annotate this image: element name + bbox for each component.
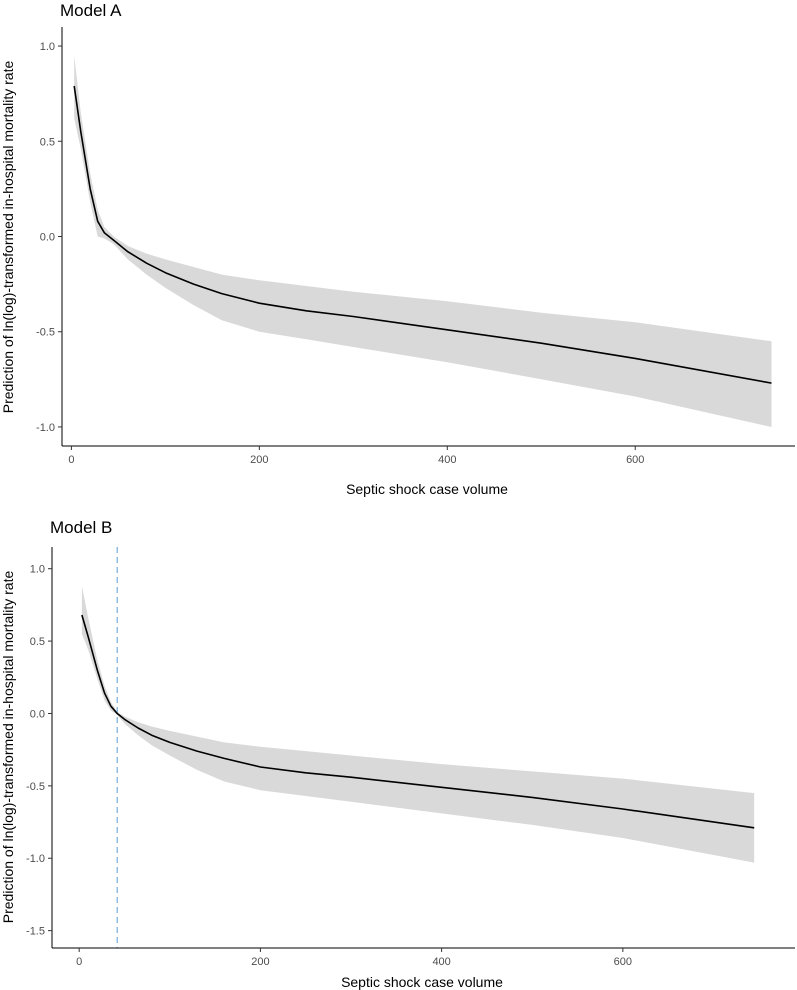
y-tick-label: 0.0 xyxy=(30,708,45,720)
x-tick-label: 400 xyxy=(438,454,456,466)
y-tick-label: -0.5 xyxy=(26,781,45,793)
y-axis-label: Prediction of ln(log)-transformed in-hos… xyxy=(0,571,16,924)
x-tick-label: 600 xyxy=(626,454,644,466)
y-tick-label: 0.0 xyxy=(40,232,55,244)
panel-title: Model A xyxy=(60,1,122,20)
y-tick-label: -1.0 xyxy=(36,422,55,434)
panel-model-a: Model A Septic shock case volume Predict… xyxy=(0,1,795,497)
y-tick-label: -1.0 xyxy=(26,853,45,865)
y-tick-label: 0.5 xyxy=(40,136,55,148)
series-line xyxy=(73,85,772,384)
x-axis-label: Septic shock case volume xyxy=(341,974,503,990)
confidence-band xyxy=(74,55,772,427)
x-axis-label: Septic shock case volume xyxy=(346,481,508,497)
confidence-band xyxy=(81,586,755,863)
x-tick-label: 200 xyxy=(250,454,268,466)
y-tick-label: 1.0 xyxy=(30,564,45,576)
y-tick-label: -0.5 xyxy=(36,327,55,339)
x-tick-label: 200 xyxy=(251,956,269,968)
y-tick-label: -1.5 xyxy=(26,926,45,938)
x-tick-label: 0 xyxy=(68,454,74,466)
y-axis-label: Prediction of ln(log)-transformed in-hos… xyxy=(0,61,16,414)
y-tick-label: 1.0 xyxy=(40,41,55,53)
series-line xyxy=(81,614,755,829)
x-tick-label: 600 xyxy=(614,956,632,968)
panel-title: Model B xyxy=(50,518,112,537)
panel-model-b: Model B Septic shock case volume Predict… xyxy=(0,518,795,990)
y-tick-label: 0.5 xyxy=(30,636,45,648)
x-tick-label: 0 xyxy=(76,956,82,968)
x-tick-label: 400 xyxy=(432,956,450,968)
